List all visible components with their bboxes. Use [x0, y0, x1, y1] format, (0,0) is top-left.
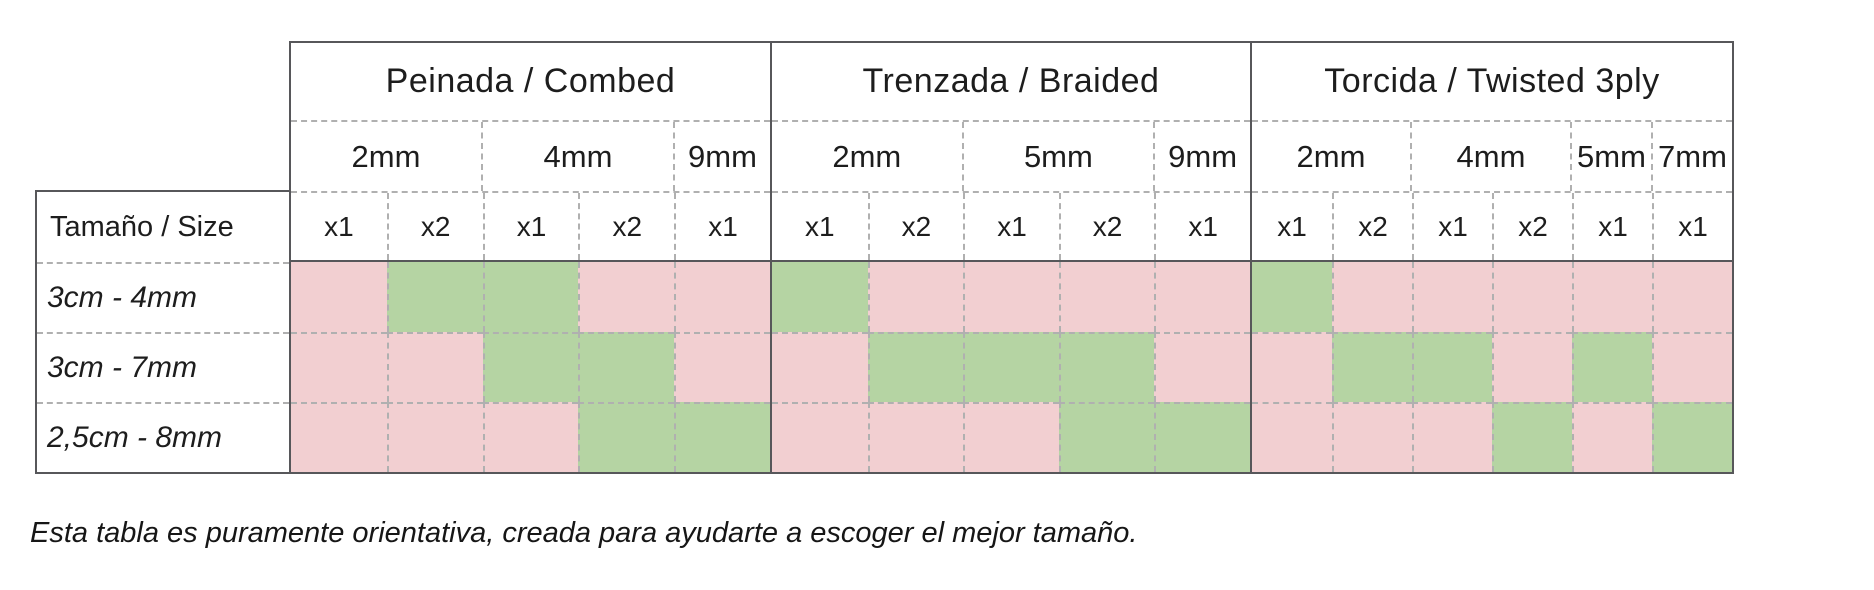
- suitable-cell: [386, 262, 483, 332]
- suitable-cell: [1154, 402, 1250, 472]
- row-label: 3cm - 4mm: [37, 262, 289, 332]
- not-suitable-cell: [291, 332, 387, 402]
- not-suitable-cell: [1252, 402, 1332, 472]
- mm-size-label: 4mm: [481, 122, 673, 191]
- not-suitable-cell: [963, 402, 1059, 472]
- not-suitable-cell: [1332, 262, 1412, 332]
- strand-count-row: x1 x2 x1 x2 x1: [772, 191, 1250, 260]
- not-suitable-cell: [291, 262, 387, 332]
- mm-size-row: 2mm 4mm 9mm: [291, 120, 770, 191]
- strand-count-label: x2: [867, 193, 964, 260]
- mm-size-label: 5mm: [1570, 122, 1651, 191]
- strand-count-label: x2: [578, 193, 674, 260]
- grid-section-twisted: [1250, 262, 1732, 472]
- strand-count-label: x1: [1652, 193, 1732, 260]
- mm-size-label: 2mm: [1296, 138, 1366, 174]
- not-suitable-cell: [674, 262, 770, 332]
- strand-count-row: x1 x2 x1 x2 x1: [291, 191, 770, 260]
- not-suitable-cell: [867, 402, 964, 472]
- suitable-cell: [578, 332, 675, 402]
- strand-count-label: x2: [1332, 193, 1412, 260]
- strand-count-label: x1: [1277, 210, 1307, 242]
- mm-size-label: 9mm: [673, 122, 770, 191]
- not-suitable-cell: [1332, 402, 1412, 472]
- strand-count-label: x1: [805, 210, 835, 242]
- suitable-cell: [1058, 402, 1155, 472]
- not-suitable-cell: [1652, 262, 1732, 332]
- strand-count-row: x1 x2 x1 x2 x1 x1: [1252, 191, 1732, 260]
- grid-section-combed: [291, 262, 770, 472]
- strand-count-label: x1: [1412, 193, 1492, 260]
- not-suitable-cell: [578, 262, 675, 332]
- suitable-cell: [1412, 332, 1492, 402]
- suitable-cell: [1492, 402, 1572, 472]
- suitable-cell: [1572, 332, 1652, 402]
- suitable-cell: [1652, 402, 1732, 472]
- strand-count-label: x1: [1572, 193, 1652, 260]
- footnote: Esta tabla es puramente orientativa, cre…: [30, 517, 1138, 549]
- section-braided: Trenzada / Braided 2mm 5mm 9mm x1 x2 x1 x2 x1: [770, 43, 1250, 260]
- not-suitable-cell: [772, 402, 868, 472]
- mm-size-label: 7mm: [1651, 122, 1732, 191]
- not-suitable-cell: [291, 402, 387, 472]
- section-combed: Peinada / Combed 2mm 4mm 9mm x1 x2 x1 x2 x1: [291, 43, 770, 260]
- not-suitable-cell: [963, 262, 1059, 332]
- suitable-cell: [482, 332, 579, 402]
- suitable-cell: [772, 262, 868, 332]
- not-suitable-cell: [386, 402, 483, 472]
- mm-size-label: 4mm: [1410, 122, 1570, 191]
- suitable-cell: [482, 262, 579, 332]
- suitable-cell: [1058, 332, 1155, 402]
- not-suitable-cell: [1492, 332, 1572, 402]
- not-suitable-cell: [1412, 402, 1492, 472]
- not-suitable-cell: [1572, 402, 1652, 472]
- section-title: Torcida / Twisted 3ply: [1324, 62, 1660, 100]
- mm-size-label: 2mm: [832, 138, 902, 174]
- grid-section-braided: [770, 262, 1250, 472]
- strand-count-label: x1: [963, 193, 1059, 260]
- strand-count-label: x1: [1154, 193, 1250, 260]
- mm-size-label: 5mm: [961, 122, 1154, 191]
- mm-size-row: 2mm 4mm 5mm 7mm: [1252, 120, 1732, 191]
- not-suitable-cell: [482, 402, 579, 472]
- section-title: Peinada / Combed: [385, 62, 676, 100]
- row-label-column: Tamaño / Size 3cm - 4mm 3cm - 7mm 2,5cm …: [35, 190, 291, 474]
- not-suitable-cell: [1154, 332, 1250, 402]
- suitable-cell: [867, 332, 964, 402]
- section-twisted: Torcida / Twisted 3ply 2mm 4mm 5mm 7mm x1 x2…: [1250, 43, 1732, 260]
- section-title: Trenzada / Braided: [862, 62, 1160, 100]
- table-header: Peinada / Combed 2mm 4mm 9mm x1 x2 x1 x2 x1 Tr…: [289, 41, 1734, 262]
- not-suitable-cell: [1154, 262, 1250, 332]
- not-suitable-cell: [1572, 262, 1652, 332]
- suitable-cell: [1252, 262, 1332, 332]
- not-suitable-cell: [1252, 332, 1332, 402]
- row-label: 2,5cm - 8mm: [37, 402, 289, 472]
- strand-count-label: x1: [324, 210, 354, 242]
- suitable-cell: [1332, 332, 1412, 402]
- not-suitable-cell: [386, 332, 483, 402]
- row-label: 3cm - 7mm: [37, 332, 289, 402]
- mm-size-row: 2mm 5mm 9mm: [772, 120, 1250, 191]
- not-suitable-cell: [1412, 262, 1492, 332]
- not-suitable-cell: [1492, 262, 1572, 332]
- corner-header: Tamaño / Size: [50, 210, 234, 243]
- suitable-cell: [578, 402, 675, 472]
- not-suitable-cell: [772, 332, 868, 402]
- suitability-grid: [289, 260, 1734, 474]
- strand-count-label: x2: [1492, 193, 1572, 260]
- not-suitable-cell: [1058, 262, 1155, 332]
- mm-size-label: 2mm: [351, 138, 421, 174]
- strand-count-label: x2: [1058, 193, 1155, 260]
- strand-count-label: x1: [482, 193, 579, 260]
- not-suitable-cell: [674, 332, 770, 402]
- strand-count-label: x1: [674, 193, 770, 260]
- not-suitable-cell: [867, 262, 964, 332]
- strand-count-label: x2: [386, 193, 483, 260]
- not-suitable-cell: [1652, 332, 1732, 402]
- suitable-cell: [674, 402, 770, 472]
- mm-size-label: 9mm: [1153, 122, 1250, 191]
- suitable-cell: [963, 332, 1059, 402]
